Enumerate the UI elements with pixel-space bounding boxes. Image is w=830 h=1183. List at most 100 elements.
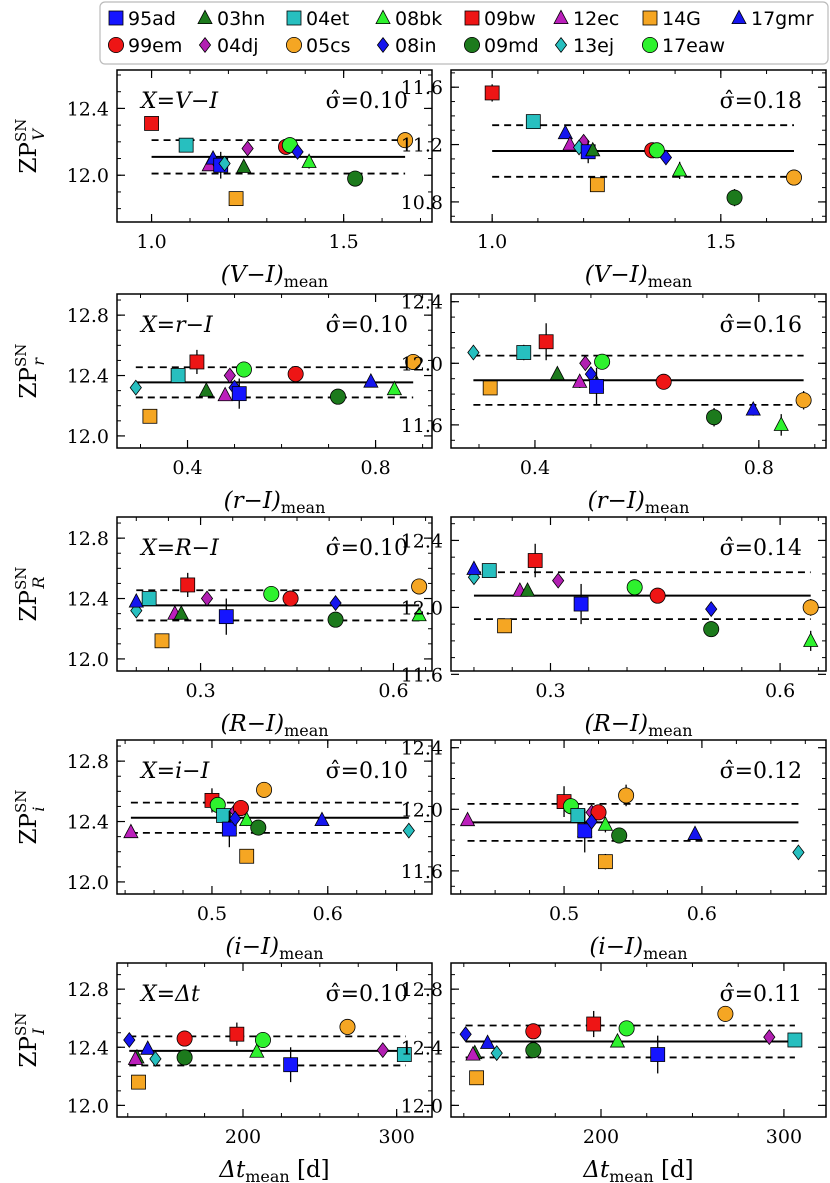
point-05cs bbox=[405, 353, 422, 370]
marker-12ec bbox=[127, 1050, 144, 1065]
point-12ec bbox=[123, 823, 139, 839]
point-08bk bbox=[239, 811, 255, 827]
axes-frame bbox=[116, 739, 433, 895]
marker-03hn bbox=[585, 141, 601, 157]
marker-14G bbox=[482, 380, 498, 396]
marker-99em bbox=[655, 373, 672, 390]
point-13ej bbox=[149, 1050, 162, 1067]
point-09bw bbox=[180, 572, 196, 598]
y-tick-label: 12.8 bbox=[401, 979, 443, 1001]
point-03hn bbox=[519, 582, 536, 597]
legend-label: 05cs bbox=[306, 35, 351, 57]
marker-14G bbox=[239, 848, 255, 864]
marker-14G bbox=[154, 633, 170, 649]
marker-17eaw bbox=[618, 1020, 635, 1037]
x-tick-label: 0.3 bbox=[535, 680, 565, 702]
point-09md bbox=[726, 189, 743, 207]
marker-09md bbox=[327, 611, 344, 628]
marker-08bk bbox=[609, 1032, 626, 1048]
point-17gmr bbox=[466, 560, 482, 575]
legend-label: 04et bbox=[306, 8, 349, 30]
point-08in bbox=[329, 595, 342, 612]
point-14G bbox=[154, 633, 170, 649]
x-axis-label: Δtmean [d] bbox=[582, 1157, 693, 1183]
marker-09md bbox=[525, 1042, 542, 1059]
legend-marker bbox=[108, 37, 125, 54]
marker-95ad bbox=[218, 609, 234, 625]
legend: 95ad 03hn 04et 08bk 09bw 12ec 14G 17gmr 99em 04dj… bbox=[99, 1, 829, 65]
point-09md bbox=[250, 819, 267, 836]
point-95ad bbox=[573, 583, 589, 625]
point-17gmr bbox=[687, 825, 703, 840]
marker-13ej bbox=[149, 1050, 162, 1067]
legend-entry: 08in bbox=[376, 35, 437, 57]
marker-17eaw bbox=[263, 586, 280, 603]
point-04dj bbox=[200, 590, 214, 607]
legend-marker bbox=[285, 37, 302, 54]
point-99em bbox=[287, 366, 304, 383]
marker-12ec bbox=[572, 373, 588, 388]
marker-08bk bbox=[773, 416, 789, 431]
x-tick-label: 0.6 bbox=[687, 903, 717, 925]
x-tick-label: 0.5 bbox=[197, 903, 227, 925]
marker-99em bbox=[287, 366, 304, 383]
legend-marker bbox=[376, 36, 390, 54]
marker-99em bbox=[590, 804, 607, 821]
point-17gmr bbox=[314, 811, 330, 827]
y-tick-label: 11.6 bbox=[401, 664, 443, 686]
marker-17gmr bbox=[128, 592, 144, 608]
y-tick-label: 12.0 bbox=[401, 799, 443, 821]
point-04et bbox=[570, 807, 586, 824]
axes-frame bbox=[450, 962, 827, 1118]
marker-04dj bbox=[579, 355, 592, 372]
panel-3-0: 0.5 0.6 12.0 12.4 12.8 X=i−I σ̂=0.10 (i−I)mean Z… bbox=[12, 739, 433, 963]
point-03hn bbox=[173, 605, 189, 620]
marker-14G bbox=[469, 1070, 485, 1086]
marker-14G bbox=[589, 177, 605, 193]
marker-05cs bbox=[405, 353, 422, 370]
marker-08bk bbox=[411, 606, 427, 622]
marker-08in bbox=[659, 149, 673, 166]
legend-label: 09md bbox=[484, 35, 539, 57]
y-tick-label: 12.4 bbox=[401, 738, 443, 760]
marker-09md bbox=[703, 621, 720, 638]
y-tick-label: 11.2 bbox=[401, 135, 443, 157]
point-09bw bbox=[484, 84, 500, 102]
point-95ad bbox=[221, 810, 237, 848]
x-tick-label: 0.5 bbox=[549, 903, 579, 925]
marker-04dj bbox=[376, 1042, 389, 1059]
legend-label: 17eaw bbox=[662, 35, 725, 57]
legend-label: 08in bbox=[395, 35, 437, 57]
legend-entry: 99em bbox=[108, 35, 182, 57]
x-tick-label: 0.4 bbox=[520, 457, 550, 479]
legend-entry: 08bk bbox=[375, 8, 442, 30]
marker-05cs bbox=[618, 787, 635, 804]
marker-08bk bbox=[671, 161, 688, 177]
point-09bw bbox=[229, 1022, 245, 1046]
legend-label: 17gmr bbox=[751, 8, 814, 30]
point-05cs bbox=[802, 599, 819, 616]
marker-99em bbox=[176, 1030, 193, 1047]
marker-03hn bbox=[549, 365, 566, 381]
point-17eaw bbox=[626, 579, 643, 596]
point-03hn bbox=[198, 382, 214, 397]
point-08in bbox=[291, 143, 304, 160]
panel-0-1: 1.0 1.5 10.8 11.2 11.6 σ̂=0.18 (V−I)mean bbox=[401, 69, 827, 291]
marker-04et bbox=[481, 563, 497, 578]
marker-13ej bbox=[218, 155, 231, 172]
axes-frame bbox=[450, 69, 827, 223]
sigma-annotation: σ̂=0.10 bbox=[326, 982, 408, 1007]
point-04et bbox=[516, 344, 532, 361]
legend-entry: 04et bbox=[286, 8, 349, 30]
point-09md bbox=[706, 407, 723, 427]
legend-marker bbox=[463, 37, 480, 54]
marker-17gmr bbox=[363, 373, 379, 388]
point-08in bbox=[585, 813, 598, 830]
axes-frame bbox=[116, 516, 433, 672]
marker-09md bbox=[176, 1049, 193, 1066]
point-12ec bbox=[459, 811, 476, 827]
point-99em bbox=[649, 587, 666, 604]
y-tick-label: 11.6 bbox=[401, 77, 443, 99]
y-tick-label: 10.8 bbox=[401, 192, 443, 214]
point-95ad bbox=[650, 1035, 666, 1074]
